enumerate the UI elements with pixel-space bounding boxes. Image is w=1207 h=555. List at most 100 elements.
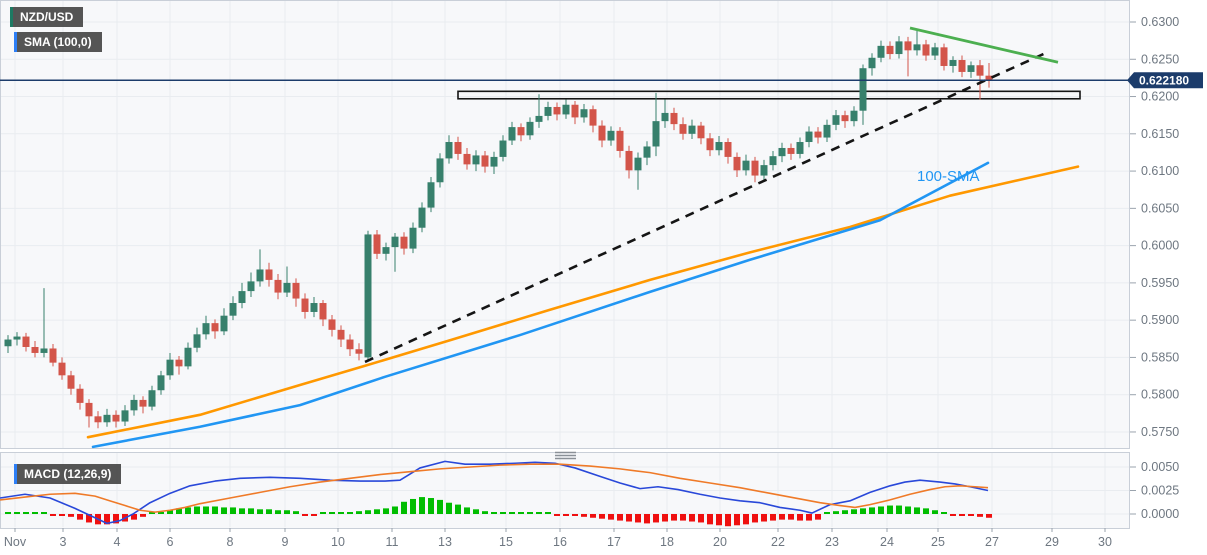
price-tick-label: 0.5850	[1141, 350, 1179, 364]
macd-histogram-bar	[860, 508, 866, 514]
candle-body	[580, 109, 588, 118]
macd-histogram-bar	[491, 512, 497, 514]
candle-body	[490, 156, 498, 167]
macd-histogram-bar	[419, 497, 425, 514]
candle-body	[895, 41, 903, 55]
price-tick-label: 0.6150	[1141, 127, 1179, 141]
main-price-panel[interactable]	[0, 0, 1130, 449]
ascending-trendline[interactable]	[364, 52, 1046, 364]
candle-body	[265, 269, 273, 280]
candle-body	[562, 104, 570, 115]
candle-body	[526, 121, 534, 136]
time-axis[interactable]: Nov 3 4 6 8 9 10 11 13 15 16 17 18 20 22 23 24 25 27 29 30	[4, 528, 1112, 549]
candle-body	[301, 298, 309, 312]
time-tick-label: 13	[438, 535, 452, 549]
macd-histogram-bar	[770, 514, 776, 521]
macd-histogram-bar	[338, 512, 344, 514]
macd-histogram-bar	[248, 508, 254, 514]
macd-histogram-bar	[797, 514, 803, 521]
candle-body	[877, 45, 885, 58]
panel-resize-handle[interactable]	[555, 451, 576, 460]
candle-body	[472, 155, 480, 165]
candle-body	[382, 247, 390, 254]
candle-body	[778, 147, 786, 157]
resistance-zone-rectangle[interactable]	[457, 90, 1081, 100]
candle-body	[553, 106, 561, 115]
time-tick-label: 27	[985, 535, 999, 549]
candle-body	[715, 142, 723, 151]
macd-histogram-bar	[374, 509, 380, 514]
candle-body	[85, 402, 93, 417]
candle-body	[247, 281, 255, 292]
candle-body	[796, 142, 804, 154]
candle-body	[841, 115, 849, 122]
candle-body	[823, 124, 831, 138]
candle-body	[283, 282, 291, 293]
candle-body	[31, 346, 39, 353]
macd-histogram-bar	[653, 514, 659, 523]
price-tick-label: 0.6050	[1141, 201, 1179, 215]
macd-histogram-bar	[590, 514, 596, 518]
candle-body	[373, 234, 381, 254]
macd-histogram-bar	[86, 514, 92, 523]
candle-body	[571, 104, 579, 118]
sma-100-line	[91, 161, 990, 449]
macd-tick-label: 0.0000	[1141, 507, 1179, 521]
macd-histogram-bar	[833, 511, 839, 514]
macd-histogram-bar	[176, 508, 182, 514]
candle-body	[544, 106, 552, 116]
time-tick-label: 18	[660, 535, 674, 549]
macd-histogram-bar	[473, 509, 479, 514]
price-tick-label: 0.6300	[1141, 15, 1179, 29]
candle-body	[814, 131, 822, 138]
candle-body	[103, 414, 111, 423]
macd-histogram-bar	[32, 512, 38, 514]
candle-body	[742, 160, 750, 171]
candle-body	[319, 303, 327, 320]
candle-body	[931, 47, 939, 56]
time-tick-label: 6	[167, 535, 174, 549]
macd-histogram-bar	[320, 512, 326, 514]
candle-body	[40, 348, 48, 353]
candle-body	[139, 399, 147, 407]
time-tick-label: 24	[880, 535, 894, 549]
candle-body	[391, 236, 399, 248]
descending-trendline[interactable]	[909, 26, 1059, 64]
macd-histogram-bar	[14, 512, 20, 514]
macd-histogram-bar	[464, 507, 470, 514]
sma-indicator-badge[interactable]: SMA (100,0)	[14, 32, 102, 52]
candle-body	[976, 65, 984, 76]
candle-body	[652, 121, 660, 147]
macd-histogram-bar	[851, 509, 857, 514]
candle-body	[202, 323, 210, 335]
price-tick-label: 0.5750	[1141, 425, 1179, 439]
macd-histogram-bar	[923, 508, 929, 514]
candle-body	[292, 282, 300, 299]
macd-histogram-bar	[959, 514, 965, 516]
candle-body	[13, 336, 21, 340]
macd-tick-label: 0.0025	[1141, 484, 1179, 498]
symbol-badge[interactable]: NZD/USD	[10, 7, 84, 27]
price-tick-label: 0.6100	[1141, 164, 1179, 178]
macd-histogram-bar	[275, 510, 281, 514]
candle-body	[985, 75, 993, 81]
candle-body	[337, 329, 345, 340]
candle-body	[400, 236, 408, 249]
macd-histogram-bar	[905, 506, 911, 514]
candle-body	[256, 269, 264, 282]
candle-body	[121, 410, 129, 422]
candle-body	[445, 142, 453, 159]
macd-indicator-badge[interactable]: MACD (12,26,9)	[14, 464, 122, 484]
macd-histogram-bar	[284, 510, 290, 514]
macd-histogram-bar	[455, 504, 461, 514]
macd-histogram-bar	[563, 514, 569, 516]
time-tick-label: 11	[386, 535, 399, 549]
macd-histogram-bar	[869, 507, 875, 514]
price-axis[interactable]: 0.6300 0.6250 0.6200 0.6150 0.6100 0.6050 0.60…	[1130, 15, 1179, 521]
candle-body	[436, 158, 444, 183]
candle-body	[148, 390, 156, 407]
macd-histogram-bar	[293, 511, 299, 514]
macd-histogram-bar	[896, 505, 902, 514]
current-price-label-bg	[1127, 72, 1203, 89]
